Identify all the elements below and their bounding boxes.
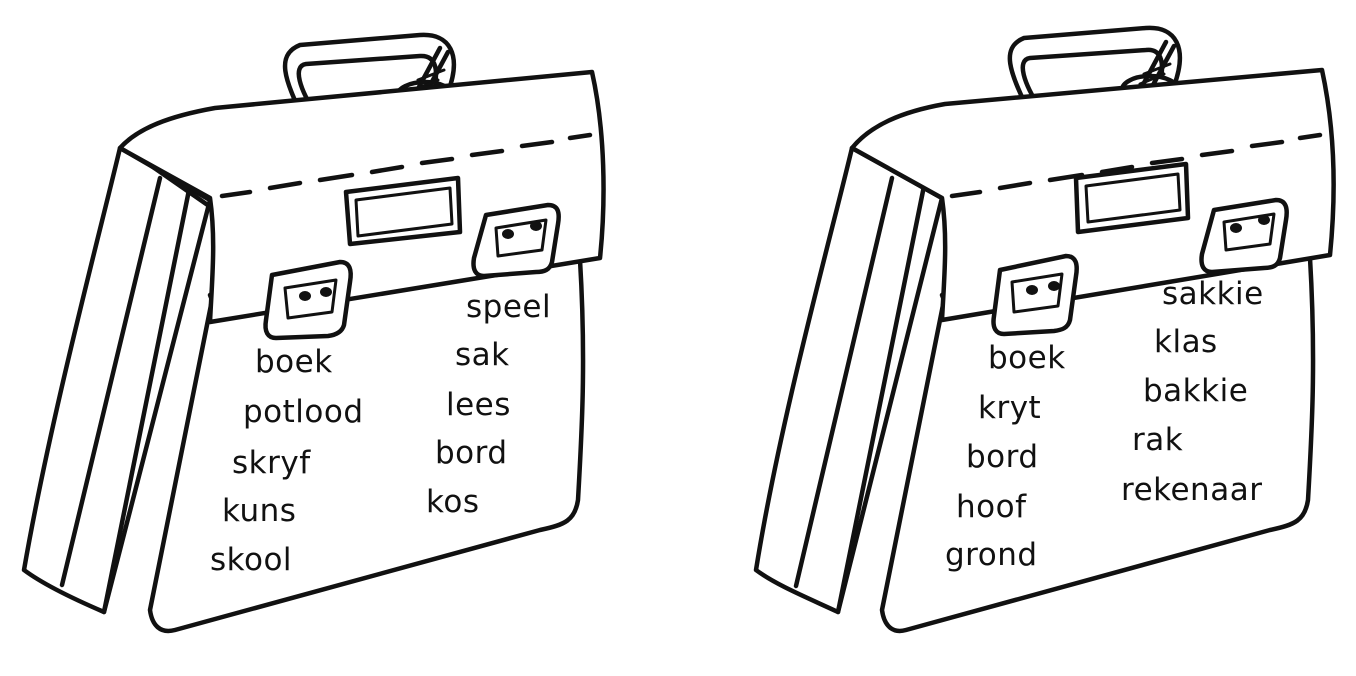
name-label-window [343, 175, 463, 247]
bag-clasp-left [263, 259, 353, 341]
school-bag-right [753, 25, 1336, 634]
school-bag-left [21, 32, 606, 634]
name-label-window [1073, 161, 1191, 235]
word: kryt [978, 390, 1042, 426]
word: boek [255, 344, 333, 380]
word: bord [966, 439, 1039, 475]
word: bord [435, 435, 508, 471]
word: hoof [956, 489, 1027, 525]
word: skool [210, 542, 293, 578]
bag-front-body [147, 257, 586, 634]
bag-clasp-right [471, 202, 561, 279]
bag-front-body [879, 255, 1316, 634]
word: bakkie [1143, 373, 1249, 409]
word: potlood [243, 394, 364, 430]
word: kuns [222, 493, 297, 529]
bag-side-panel [21, 145, 225, 615]
word: speel [466, 289, 552, 325]
word: grond [945, 537, 1038, 573]
word: boek [988, 340, 1066, 376]
word: skryf [232, 445, 311, 481]
bag-clasp-left [991, 253, 1079, 337]
word: rak [1132, 422, 1184, 458]
word: kos [426, 484, 480, 520]
word: sak [455, 337, 510, 373]
word: sakkie [1162, 276, 1264, 312]
word: rekenaar [1121, 472, 1263, 508]
word: lees [446, 387, 511, 423]
word: klas [1154, 324, 1218, 360]
bag-clasp-right [1199, 197, 1289, 275]
bag-side-panel [753, 142, 945, 615]
